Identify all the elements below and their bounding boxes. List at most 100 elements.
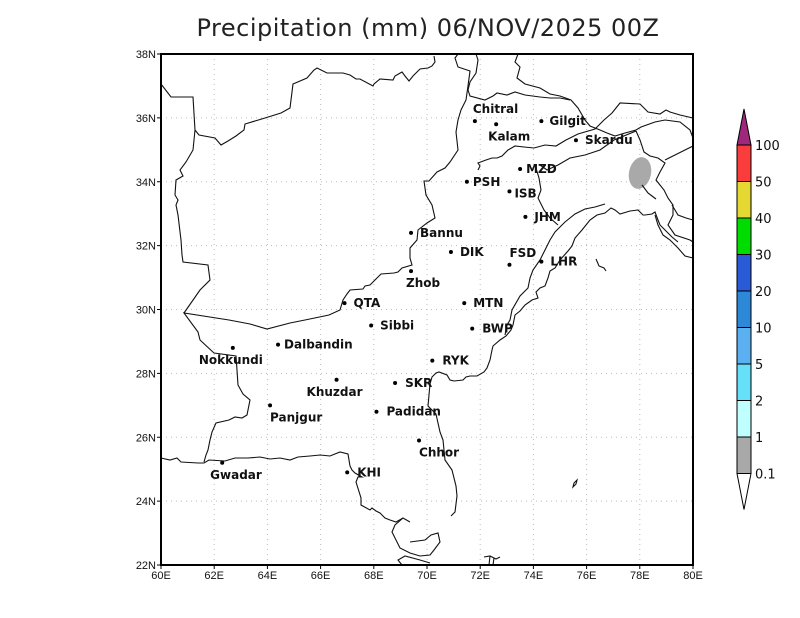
city-dot-icon [369, 323, 373, 327]
lon-tick-label: 66E [311, 570, 331, 582]
city-psh: PSH [465, 175, 500, 189]
city-mzd: MZD [518, 162, 557, 176]
city-label: Gilgit [549, 114, 586, 128]
city-dot-icon [462, 301, 466, 305]
city-label: SKR [405, 376, 432, 390]
colorbar-segment [737, 291, 751, 328]
city-dot-icon [409, 269, 413, 273]
city-chhor: Chhor [417, 438, 459, 459]
city-label: Nokkundi [199, 353, 263, 367]
precip-patch [626, 155, 654, 191]
colorbar-level-label: 30 [755, 249, 772, 264]
city-dot-icon [507, 263, 511, 267]
city-label: PSH [473, 175, 500, 189]
lat-tick-label: 24N [136, 496, 156, 508]
lon-tick-label: 72E [470, 570, 490, 582]
city-dot-icon [574, 138, 578, 142]
city-sibbi: Sibbi [369, 318, 414, 332]
city-label: Chitral [473, 102, 518, 116]
city-khuzdar: Khuzdar [307, 378, 363, 399]
city-isb: ISB [507, 186, 536, 200]
border-india-lower [655, 215, 693, 258]
city-dot-icon [494, 122, 498, 126]
city-dot-icon [343, 301, 347, 305]
city-label: FSD [509, 246, 536, 260]
city-label: Kalam [488, 129, 530, 143]
city-label: KHI [357, 465, 381, 479]
colorbar-level-label: 40 [755, 212, 772, 227]
border-kashmir-north [515, 54, 693, 138]
city-kalam: Kalam [488, 122, 530, 143]
city-dot-icon [470, 327, 474, 331]
border-afghan-north-east [468, 54, 570, 100]
border-india-east [672, 205, 693, 220]
colorbar-level-label: 0.1 [755, 468, 776, 483]
city-gwadar: Gwadar [210, 461, 262, 482]
city-dot-icon [465, 180, 469, 184]
precipitation-map: 60E62E64E66E68E70E72E74E76E78E80E22N24N2… [0, 0, 800, 618]
city-bwp: BWP [470, 322, 513, 336]
city-dot-icon [523, 215, 527, 219]
border-ladakh [665, 146, 693, 160]
city-dot-icon [231, 346, 235, 350]
city-dot-icon [449, 250, 453, 254]
city-chitral: Chitral [473, 102, 518, 123]
city-skr: SKR [393, 376, 432, 390]
city-jhm: JHM [523, 210, 560, 224]
city-label: Skardu [585, 133, 633, 147]
precip-colorbar: 10050403020105210.1 [737, 109, 780, 510]
border-afghan-pak [184, 54, 470, 462]
colorbar-level-label: 50 [755, 176, 772, 191]
border-iran-turkmen [161, 56, 435, 145]
city-mtn: MTN [462, 296, 503, 310]
colorbar-segment [737, 364, 751, 401]
city-label: Chhor [419, 445, 459, 459]
city-dot-icon [473, 119, 477, 123]
lat-tick-label: 34N [136, 177, 156, 189]
city-label: MTN [473, 296, 503, 310]
city-label: BWP [482, 322, 513, 336]
city-dot-icon [220, 461, 224, 465]
colorbar-level-label: 20 [755, 285, 772, 300]
colorbar-segment [737, 328, 751, 365]
lon-tick-label: 74E [524, 570, 544, 582]
city-dik: DIK [449, 245, 484, 259]
city-gilgit: Gilgit [539, 114, 586, 128]
city-dot-icon [345, 470, 349, 474]
colorbar-level-label: 2 [755, 395, 763, 410]
city-zhob: Zhob [406, 269, 440, 290]
axis-ticks: 60E62E64E66E68E70E72E74E76E78E80E22N24N2… [136, 49, 703, 582]
river-segment [596, 259, 606, 271]
city-dot-icon [276, 343, 280, 347]
city-label: QTA [354, 296, 381, 310]
city-label: JHM [533, 210, 560, 224]
city-label: Gwadar [210, 468, 262, 482]
colorbar-segment [737, 182, 751, 219]
colorbar-level-label: 5 [755, 358, 763, 373]
lon-tick-label: 64E [258, 570, 278, 582]
city-label: Zhob [406, 276, 440, 290]
city-label: ISB [514, 186, 536, 200]
city-fsd: FSD [507, 246, 536, 267]
city-dot-icon [518, 167, 522, 171]
colorbar-level-label: 1 [755, 431, 763, 446]
city-skardu: Skardu [574, 133, 633, 147]
city-label: Khuzdar [307, 385, 363, 399]
city-lhr: LHR [539, 255, 577, 269]
city-label: Sibbi [380, 318, 414, 332]
city-dot-icon [393, 381, 397, 385]
city-label: RYK [442, 354, 469, 368]
colorbar-segment [737, 218, 751, 255]
colorbar-segment [737, 437, 751, 474]
lon-tick-label: 62E [204, 570, 224, 582]
colorbar-level-label: 100 [755, 139, 780, 154]
grid-lines [161, 54, 693, 565]
city-dot-icon [374, 410, 378, 414]
colorbar-segment [737, 145, 751, 182]
lat-tick-label: 32N [136, 241, 156, 253]
lon-tick-label: 70E [417, 570, 437, 582]
city-dot-icon [507, 189, 511, 193]
lat-tick-label: 26N [136, 432, 156, 444]
city-dot-icon [539, 260, 543, 264]
lat-tick-label: 28N [136, 368, 156, 380]
